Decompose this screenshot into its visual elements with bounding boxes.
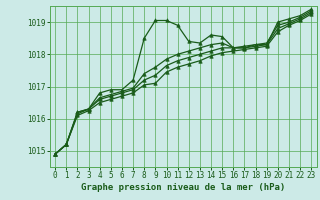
X-axis label: Graphe pression niveau de la mer (hPa): Graphe pression niveau de la mer (hPa)	[81, 183, 285, 192]
